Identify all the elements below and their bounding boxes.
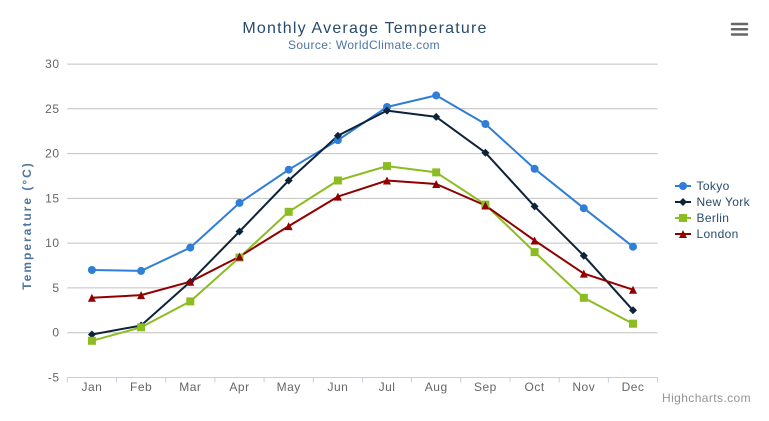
svg-text:10: 10 [45,236,59,250]
svg-text:New York: New York [697,195,751,209]
svg-text:20: 20 [45,147,59,161]
svg-text:London: London [697,227,739,241]
svg-text:Jun: Jun [327,380,348,394]
svg-text:0: 0 [52,326,59,340]
svg-text:30: 30 [45,57,59,71]
svg-text:Mar: Mar [179,380,201,394]
svg-text:May: May [277,380,301,394]
svg-text:Aug: Aug [425,380,448,394]
svg-text:Jan: Jan [81,380,102,394]
svg-text:Feb: Feb [130,380,152,394]
svg-text:Nov: Nov [572,380,595,394]
svg-text:Oct: Oct [525,380,545,394]
svg-text:Jul: Jul [379,380,396,394]
svg-text:Highcharts.com: Highcharts.com [662,391,751,405]
svg-text:Berlin: Berlin [697,211,730,225]
svg-text:15: 15 [45,191,59,205]
svg-text:Dec: Dec [622,380,645,394]
svg-text:Apr: Apr [229,380,249,394]
svg-text:5: 5 [52,281,59,295]
svg-text:Monthly Average Temperature: Monthly Average Temperature [242,20,487,37]
svg-text:Sep: Sep [474,380,497,394]
svg-text:Source: WorldClimate.com: Source: WorldClimate.com [288,38,440,52]
svg-text:Temperature (°C): Temperature (°C) [20,161,34,290]
svg-text:-5: -5 [48,371,60,385]
svg-text:Tokyo: Tokyo [697,179,730,193]
svg-text:25: 25 [45,102,59,116]
